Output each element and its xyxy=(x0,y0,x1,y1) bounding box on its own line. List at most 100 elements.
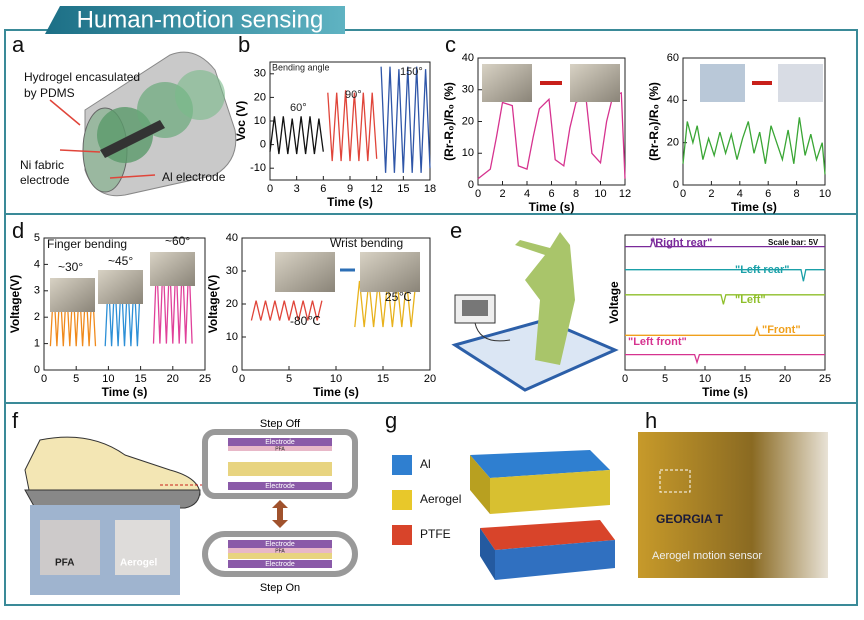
annotation: 90° xyxy=(345,89,362,101)
cable xyxy=(474,322,511,342)
series-line xyxy=(327,90,378,162)
y-axis-label: Voc (V) xyxy=(234,101,248,141)
series-line xyxy=(477,91,626,180)
pfa xyxy=(228,548,332,553)
sole xyxy=(24,489,201,509)
device-label: electrode xyxy=(20,173,70,187)
y-tick-label: 4 xyxy=(34,258,40,270)
x-tick-label: 6 xyxy=(765,188,771,200)
device-label: Hydrogel encasulated xyxy=(24,70,140,84)
x-tick-label: 10 xyxy=(819,188,831,200)
aerogel-block xyxy=(490,470,610,514)
plot-frame xyxy=(624,234,826,371)
x-tick-label: 10 xyxy=(330,373,342,385)
x-tick-label: 8 xyxy=(794,188,800,200)
photo xyxy=(700,64,745,102)
series-line xyxy=(250,300,323,321)
y-tick-label: 30 xyxy=(254,68,266,80)
series-line xyxy=(682,117,826,175)
y-axis-label: Voltage xyxy=(607,281,621,324)
electrode xyxy=(228,438,332,446)
y-axis-label: (Rr-R₀)/R₀ (%) xyxy=(442,82,456,161)
arrows xyxy=(49,99,156,179)
series-line xyxy=(269,116,324,155)
panel-label: h xyxy=(645,408,657,433)
device-label: Al electrode xyxy=(162,170,226,184)
sensor-box xyxy=(659,469,691,493)
dancing-mat-illustration xyxy=(451,232,619,392)
x-tick-label: 2 xyxy=(499,188,505,200)
photo xyxy=(570,64,620,102)
x-tick-label: 4 xyxy=(737,188,743,200)
annotation: 150° xyxy=(400,66,423,78)
x-tick-label: 20 xyxy=(167,373,179,385)
x-tick-label: 18 xyxy=(424,183,436,195)
legend-swatch xyxy=(392,455,412,475)
x-tick-label: 8 xyxy=(573,188,579,200)
photo xyxy=(275,252,335,292)
x-tick-label: 15 xyxy=(739,373,751,385)
chart: 0 5 10 15 20 25 Time (s) Voltage "Right rear" "Le… xyxy=(607,234,831,399)
y-tick-label: 2 xyxy=(34,311,40,323)
layer-legend: Al Aerogel PTFE xyxy=(392,450,615,580)
layer-label: Electrode xyxy=(265,439,295,446)
photo xyxy=(778,64,823,102)
panel-label: e xyxy=(450,218,462,243)
x-tick-label: 0 xyxy=(41,373,47,385)
electrode xyxy=(228,540,332,548)
x-tick-label: 20 xyxy=(424,373,436,385)
al-top xyxy=(470,450,610,478)
series-line xyxy=(625,325,825,336)
annotation: Finger bending xyxy=(47,237,127,251)
x-tick-label: 0 xyxy=(622,373,628,385)
y-tick-label: 30 xyxy=(462,84,474,96)
series-line xyxy=(625,353,825,365)
annotation: Bending angle xyxy=(272,62,330,72)
arrow xyxy=(49,99,81,126)
y-tick-label: 0 xyxy=(260,139,266,151)
x-tick-label: 15 xyxy=(377,373,389,385)
panel-label: f xyxy=(12,408,19,433)
panel-label: b xyxy=(238,32,250,57)
series-line xyxy=(152,259,193,344)
aerogel xyxy=(228,462,332,476)
x-tick-label: 12 xyxy=(371,183,383,195)
photo xyxy=(638,432,828,578)
photo xyxy=(482,64,532,102)
chart: 0 2 4 6 8 10 0 20 40 60 Time (s) (Rr-R₀)/R₀ (%) xyxy=(647,52,831,214)
x-tick-label: 15 xyxy=(134,373,146,385)
title-tab xyxy=(45,6,345,34)
x-axis-label: Time (s) xyxy=(731,200,777,214)
photo-text: Aerogel motion sensor xyxy=(652,550,762,562)
series-line xyxy=(625,294,825,305)
device-illustration: Hydrogel encasulated by PDMS Ni fabric e… xyxy=(20,51,237,197)
x-tick-label: 25 xyxy=(819,373,831,385)
photo xyxy=(50,278,95,312)
x-tick-label: 15 xyxy=(397,183,409,195)
pfa-sample xyxy=(40,520,100,575)
y-tick-label: 10 xyxy=(462,147,474,159)
annotation: 60° xyxy=(290,102,307,114)
layer-label: Electrode xyxy=(265,483,295,490)
electrode xyxy=(228,482,332,490)
y-tick-label: -10 xyxy=(250,162,266,174)
y-tick-label: 20 xyxy=(226,298,238,310)
aerogel-side xyxy=(470,455,490,514)
y-axis-label: Voltage(V) xyxy=(206,275,220,333)
chart: 0 2 4 6 8 10 12 0 10 20 30 40 Time (s) (Rr-R₀)/R₀ (%) xyxy=(442,52,631,214)
y-tick-label: 60 xyxy=(667,52,679,64)
y-tick-label: 0 xyxy=(34,364,40,376)
photo-label: Aerogel xyxy=(120,558,157,569)
mat xyxy=(451,318,619,392)
header-title: Human-motion sensing xyxy=(77,6,324,33)
y-tick-label: 10 xyxy=(254,115,266,127)
x-axis-label: Time (s) xyxy=(313,385,359,399)
aerogel xyxy=(228,553,332,559)
arrow xyxy=(109,174,156,179)
panel-label: c xyxy=(445,32,456,57)
photo-insets xyxy=(50,64,823,312)
ni-fabric xyxy=(100,120,165,158)
legend-swatch xyxy=(392,490,412,510)
layer-label: Electrode xyxy=(265,561,295,568)
